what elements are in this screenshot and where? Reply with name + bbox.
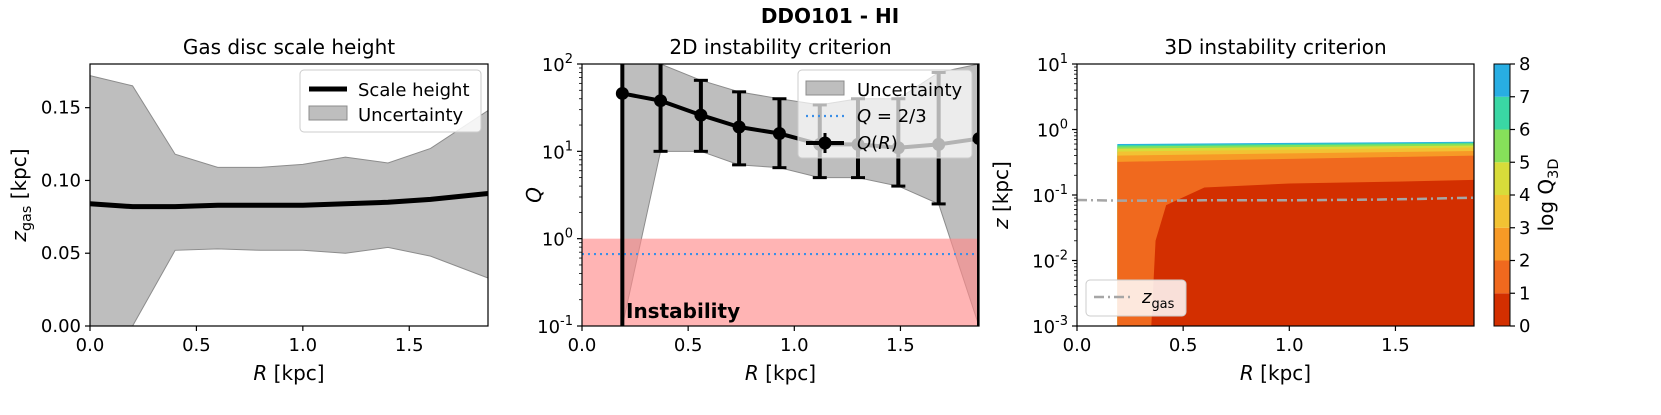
colorbar-segment [1494, 129, 1510, 163]
colorbar-segment [1494, 227, 1510, 261]
chart-title: 3D instability criterion [1164, 35, 1386, 59]
legend-label: Uncertainty [358, 105, 464, 126]
y-axis-label: Q [522, 187, 546, 203]
colorbar-tick-label: 3 [1519, 218, 1530, 239]
chart-title: Gas disc scale height [183, 35, 395, 59]
colorbar-tick-label: 5 [1519, 152, 1530, 173]
zgas-line [1076, 196, 1475, 202]
y-tick-label: 100 [542, 227, 573, 251]
colorbar-segment [1494, 162, 1510, 195]
colorbar-segment [1494, 96, 1510, 130]
x-tick-label: 1.5 [1381, 335, 1410, 356]
instability-3d-panel: 3D instability criterion 0.0 0.5 1.0 1.5 10-3… [989, 35, 1562, 385]
scale-height-panel: Gas disc scale height 0.0 0.5 1.0 1.5 0.00 0.0… [7, 35, 489, 385]
legend-label: Uncertainty [857, 80, 963, 101]
x-tick-label: 1.5 [395, 335, 424, 356]
x-tick-label: 0.0 [568, 335, 597, 356]
x-tick-label: 0.5 [182, 335, 211, 356]
colorbar-tick-label: 6 [1519, 120, 1530, 141]
x-tick-label: 0.5 [674, 335, 703, 356]
y-axis-label: z [kpc] [989, 161, 1013, 230]
y-tick-label: 10-3 [1032, 314, 1068, 338]
axes-frame [581, 63, 980, 327]
y-tick-label: 0.15 [41, 98, 81, 119]
y-tick-label: 10-1 [1032, 183, 1068, 207]
plot-content [582, 64, 979, 326]
q-point [732, 120, 746, 134]
y-tick-label: 10-2 [1032, 249, 1068, 273]
x-axis-label: R [kpc] [1240, 361, 1311, 385]
legend-q-marker [818, 136, 832, 150]
colorbar-tick-label: 7 [1519, 87, 1530, 108]
colorbar-segment [1494, 260, 1510, 294]
instability-label: Instability [626, 299, 740, 323]
y-tick-label: 101 [1037, 52, 1068, 76]
colorbar-segment [1494, 64, 1510, 97]
x-tick-label: 0.5 [1169, 335, 1198, 356]
colorbar-tick-label: 1 [1519, 283, 1530, 304]
y-tick-label: 102 [542, 52, 573, 76]
q-point [772, 127, 786, 141]
chart-title: 2D instability criterion [669, 35, 891, 59]
y-tick-label: 10-1 [537, 314, 573, 338]
y-tick-label: 100 [1037, 118, 1068, 142]
colorbar-tick-label: 0 [1519, 316, 1530, 337]
x-tick-label: 1.0 [289, 335, 318, 356]
x-tick-label: 1.5 [886, 335, 915, 356]
y-tick-label: 0.10 [41, 170, 81, 191]
legend: Uncertainty Q = 2/3 Q(R) [797, 69, 973, 159]
colorbar-label: log Q3D [1534, 159, 1562, 232]
y-tick-label: 0.00 [41, 316, 81, 337]
legend-band-swatch [308, 105, 348, 121]
y-axis-label: zgas [kpc] [7, 148, 35, 242]
x-tick-label: 1.0 [780, 335, 809, 356]
x-axis-label: R [kpc] [745, 361, 816, 385]
q-point [615, 86, 629, 100]
q-point [694, 108, 708, 122]
x-tick-label: 0.0 [1063, 335, 1092, 356]
y-tick-label: 0.05 [41, 243, 81, 264]
x-axis-label: R [kpc] [253, 361, 324, 385]
legend-label: Q(R) [857, 133, 898, 154]
x-tick-label: 0.0 [76, 335, 105, 356]
figure-title: DDO101 - HI [761, 4, 899, 28]
legend-label: Scale height [358, 80, 470, 101]
legend-label: zgas [1141, 287, 1175, 312]
legend: zgas [1085, 279, 1187, 317]
legend: Scale height Uncertainty [299, 69, 482, 133]
colorbar-segment [1494, 293, 1510, 326]
q-point [972, 132, 979, 146]
axes-frame [89, 63, 489, 327]
contour-level [1151, 179, 1474, 326]
legend-box [1085, 279, 1187, 317]
colorbar-segment [1494, 195, 1510, 228]
scale-height-line [89, 191, 489, 210]
legend-label: Q = 2/3 [857, 106, 927, 127]
colorbar-tick-label: 8 [1519, 54, 1530, 75]
q-point [654, 94, 668, 108]
legend-band-swatch [805, 80, 845, 96]
colorbar: 0 1 2 3 4 5 6 7 8 log Q3D [1493, 54, 1562, 337]
y-tick-label: 101 [542, 139, 573, 163]
colorbar-tick-label: 4 [1519, 185, 1530, 206]
instability-2d-panel: Instability 2D instability criterion 0.0 0.… [522, 35, 980, 385]
colorbar-tick-label: 2 [1519, 251, 1530, 272]
x-tick-label: 1.0 [1275, 335, 1304, 356]
